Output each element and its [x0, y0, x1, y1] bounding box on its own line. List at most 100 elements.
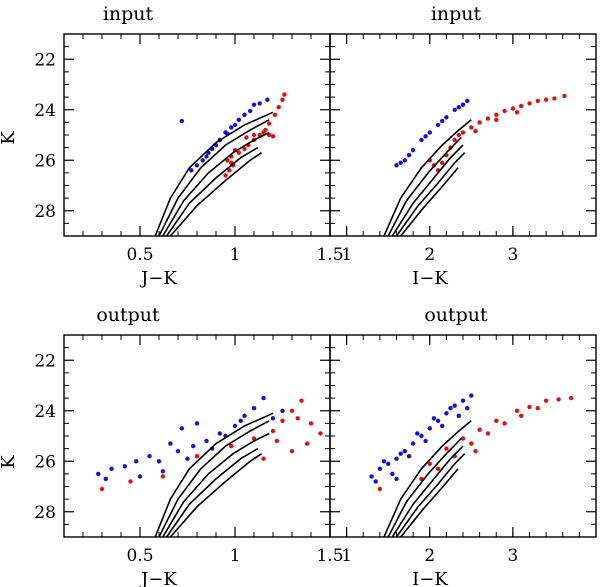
- isochrone-line: [162, 131, 270, 236]
- y-tick-label: 24: [34, 402, 56, 422]
- blue-point: [261, 395, 266, 401]
- red-point: [194, 454, 200, 459]
- blue-point: [431, 416, 437, 421]
- red-point: [556, 397, 561, 402]
- blue-point: [194, 421, 200, 426]
- red-point: [289, 408, 295, 413]
- red-point: [452, 137, 457, 143]
- x-tick-label: 1.5: [316, 546, 343, 566]
- blue-point: [465, 406, 470, 411]
- red-point: [435, 466, 441, 471]
- red-point: [251, 132, 257, 138]
- blue-point: [147, 454, 152, 459]
- red-point: [160, 474, 165, 479]
- isochrone-line: [169, 152, 263, 236]
- red-point: [494, 117, 499, 123]
- y-tick-label: 22: [34, 50, 56, 70]
- y-tick-label: 26: [34, 151, 56, 171]
- red-point: [444, 446, 449, 451]
- blue-point: [248, 108, 253, 114]
- y-tick-label: 28: [34, 503, 56, 523]
- isochrone-line: [400, 468, 459, 537]
- blue-point: [242, 112, 247, 118]
- panel-frame: [329, 33, 597, 237]
- red-point: [261, 456, 266, 461]
- red-point: [223, 173, 228, 178]
- blue-point: [394, 163, 399, 168]
- red-point: [519, 103, 524, 109]
- red-point: [236, 150, 241, 155]
- red-point: [568, 395, 574, 401]
- blue-point: [465, 98, 470, 104]
- x-tick-label: 2: [424, 245, 435, 265]
- red-point: [427, 461, 432, 466]
- y-tick-label: 26: [34, 452, 56, 472]
- isochrone-line: [391, 144, 464, 236]
- isochrone-line: [400, 167, 459, 236]
- blue-point: [122, 464, 128, 469]
- red-point: [473, 449, 478, 454]
- red-point: [535, 406, 540, 411]
- y-tick-label: 22: [34, 351, 56, 371]
- red-point: [552, 96, 557, 101]
- x-tick-label: 3: [507, 245, 518, 265]
- blue-point: [242, 413, 247, 418]
- red-point: [456, 132, 461, 138]
- panel-title: input: [431, 3, 482, 25]
- blue-point: [270, 416, 276, 421]
- panel-data: [369, 393, 574, 537]
- blue-point: [440, 118, 445, 124]
- x-tick-label: 2: [424, 546, 435, 566]
- x-tick-label: 1: [341, 245, 352, 265]
- red-point: [305, 441, 310, 446]
- blue-point: [406, 153, 412, 158]
- blue-point: [236, 117, 241, 123]
- red-point: [270, 428, 276, 434]
- blue-point: [460, 102, 466, 107]
- red-point: [477, 427, 482, 432]
- red-point: [460, 436, 466, 441]
- x-tick-label: 0.5: [126, 546, 153, 566]
- panel-frame: [329, 334, 597, 538]
- red-point: [280, 418, 285, 423]
- x-tick-label: 1: [341, 546, 352, 566]
- red-point: [543, 398, 549, 403]
- blue-point: [373, 479, 378, 484]
- red-point: [270, 134, 276, 139]
- red-point: [477, 120, 482, 125]
- x-axis-label: I−K: [412, 569, 448, 587]
- x-tick-label: 0.5: [126, 245, 153, 265]
- blue-point: [369, 474, 374, 479]
- red-point: [514, 408, 520, 413]
- blue-point: [435, 418, 441, 423]
- red-point: [261, 130, 266, 135]
- blue-point: [452, 107, 457, 113]
- blue-point: [419, 137, 424, 143]
- blue-point: [460, 398, 466, 403]
- blue-point: [398, 160, 403, 165]
- blue-point: [410, 148, 416, 153]
- blue-point: [185, 456, 190, 461]
- red-point: [128, 479, 133, 484]
- red-point: [527, 404, 532, 410]
- blue-point: [415, 431, 420, 436]
- blue-point: [448, 406, 453, 411]
- red-point: [543, 97, 549, 102]
- blue-point: [398, 451, 403, 456]
- panel-title: output: [424, 304, 488, 326]
- blue-point: [402, 158, 407, 163]
- blue-point: [191, 443, 196, 449]
- panel-title: input: [103, 3, 154, 25]
- red-point: [227, 168, 232, 173]
- panel-data: [154, 92, 287, 236]
- blue-point: [444, 115, 449, 120]
- red-point: [299, 398, 304, 403]
- blue-point: [168, 441, 173, 446]
- isochrone-line: [165, 447, 259, 537]
- red-point: [502, 108, 507, 114]
- blue-point: [423, 134, 428, 139]
- blue-point: [137, 474, 143, 479]
- blue-point: [204, 154, 209, 159]
- blue-point: [444, 411, 449, 416]
